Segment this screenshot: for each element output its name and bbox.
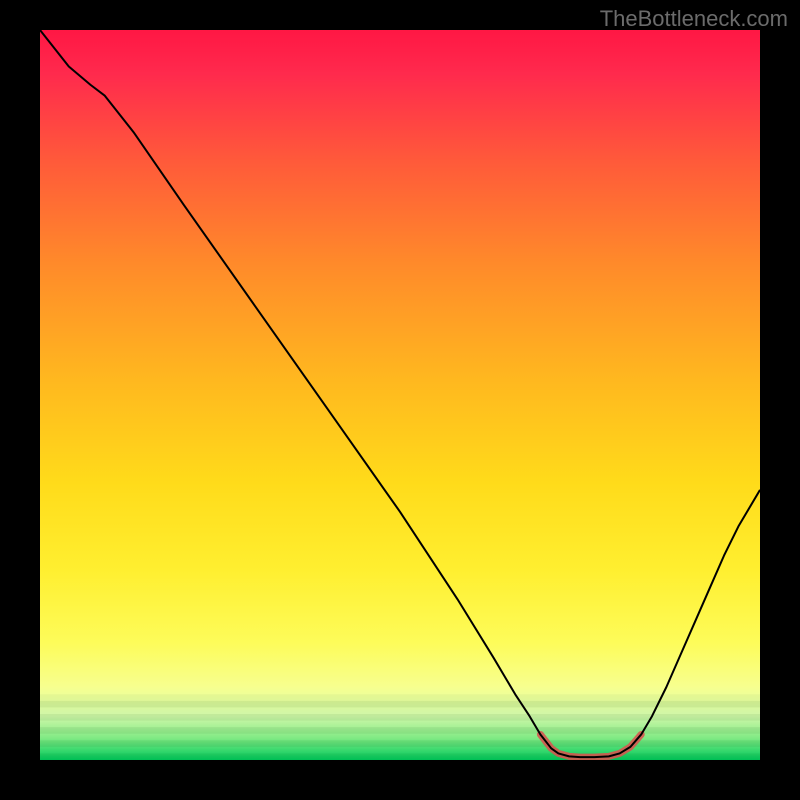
plot-area bbox=[40, 30, 760, 760]
gradient-background bbox=[40, 30, 760, 760]
tick-band bbox=[40, 721, 760, 728]
watermark-text: TheBottleneck.com bbox=[600, 6, 788, 32]
tick-band bbox=[40, 753, 760, 760]
tick-band bbox=[40, 694, 760, 701]
tick-band bbox=[40, 727, 760, 734]
tick-band bbox=[40, 740, 760, 747]
tick-band bbox=[40, 707, 760, 714]
tick-band bbox=[40, 747, 760, 754]
tick-band bbox=[40, 701, 760, 708]
chart-svg bbox=[40, 30, 760, 760]
chart-container: TheBottleneck.com bbox=[0, 0, 800, 800]
tick-band bbox=[40, 734, 760, 741]
